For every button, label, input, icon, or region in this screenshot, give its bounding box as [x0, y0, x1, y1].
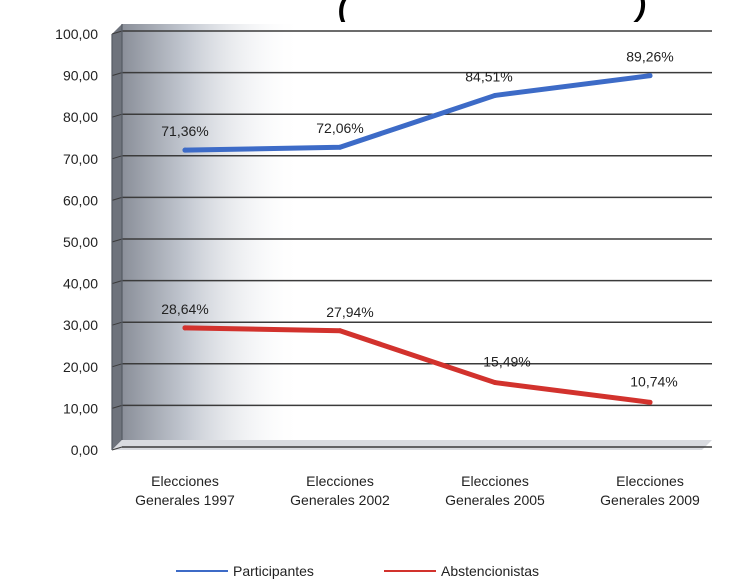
gridline-depth [111, 446, 123, 451]
gridline-depth [111, 196, 123, 201]
gridline-depth [111, 72, 123, 77]
x-tick-label: Elecciones Generales 1997 [135, 473, 235, 508]
legend-label: Abstencionistas [441, 563, 539, 579]
gridline-depth [111, 30, 123, 35]
chart-back-wall [122, 24, 302, 440]
y-tick-label: 50,00 [63, 234, 98, 250]
y-tick-label: 90,00 [63, 68, 98, 84]
data-point [337, 144, 343, 150]
gridline-depth [111, 238, 123, 243]
x-tick-label: Elecciones Generales 2009 [600, 473, 700, 508]
chart-side-wall [112, 24, 122, 450]
data-label: 84,51% [465, 68, 512, 84]
y-tick-label: 20,00 [63, 359, 98, 375]
legend-item: Participantes [176, 563, 314, 579]
x-tick-label: Elecciones Generales 2005 [445, 473, 545, 508]
y-tick-label: 0,00 [71, 442, 98, 458]
data-point [647, 399, 653, 405]
data-label: 10,74% [630, 373, 677, 389]
data-point [492, 380, 498, 386]
gridline-depth [111, 113, 123, 118]
data-label: 28,64% [161, 301, 208, 317]
y-tick-label: 70,00 [63, 151, 98, 167]
data-label: 71,36% [161, 123, 208, 139]
chart-floor [112, 440, 712, 450]
y-tick-label: 60,00 [63, 192, 98, 208]
y-tick-label: 100,00 [55, 26, 98, 42]
x-tick-label: Elecciones Generales 2002 [290, 473, 390, 508]
data-point [337, 328, 343, 334]
legend-label: Participantes [233, 563, 314, 579]
data-point [647, 73, 653, 79]
data-label: 15,49% [483, 354, 530, 370]
data-point [492, 92, 498, 98]
gridline-depth [111, 321, 123, 326]
y-tick-label: 80,00 [63, 109, 98, 125]
series-line-abstencionistas [182, 325, 653, 405]
y-tick-label: 30,00 [63, 317, 98, 333]
gridline-depth [111, 155, 123, 160]
series-line-participantes [182, 73, 653, 153]
gridline-depth [111, 404, 123, 409]
data-label: 72,06% [316, 120, 363, 136]
chart-title-close: ) [633, 0, 646, 23]
data-label: 89,26% [626, 49, 673, 65]
y-tick-label: 10,00 [63, 400, 98, 416]
data-point [182, 325, 188, 331]
gridline-depth [111, 363, 123, 368]
legend-item: Abstencionistas [384, 563, 539, 579]
gridline-depth [111, 280, 123, 285]
data-label: 27,94% [326, 304, 373, 320]
y-tick-label: 40,00 [63, 276, 98, 292]
data-point [182, 147, 188, 153]
chart-title-open: ( [338, 0, 351, 23]
